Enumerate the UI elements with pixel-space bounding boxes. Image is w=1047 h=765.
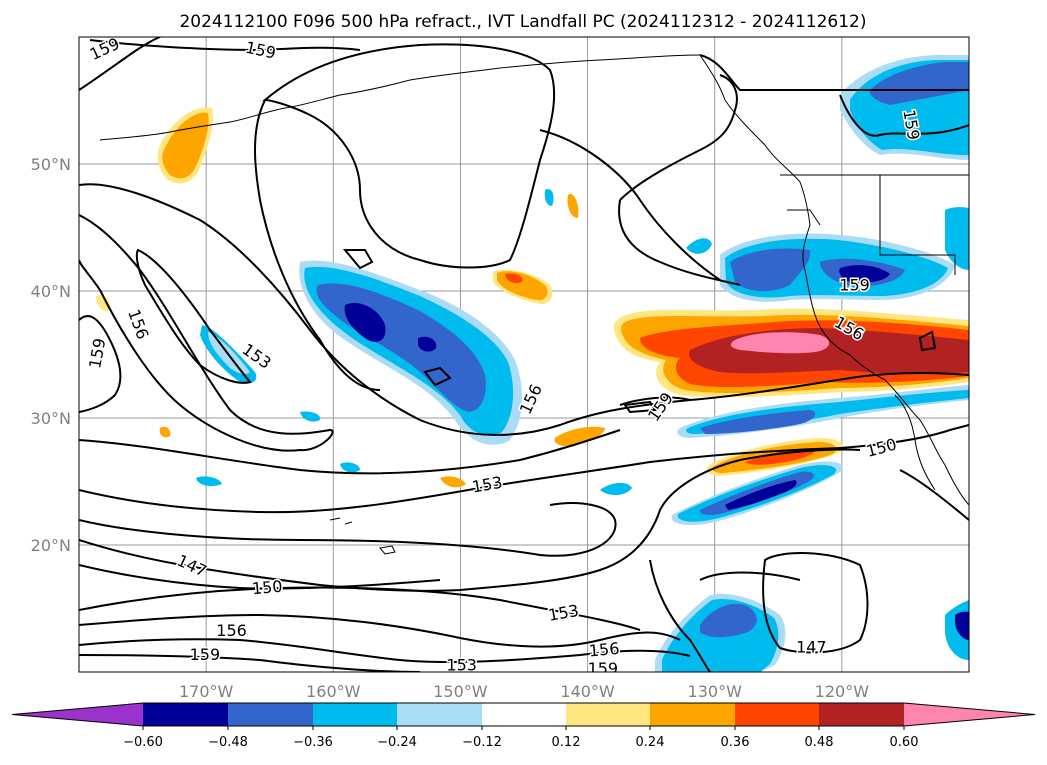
colorbar-segment (228, 703, 313, 726)
coastlines (99, 54, 969, 555)
contour-label-text: 153 (446, 655, 477, 674)
contour-label-text: 147 (796, 638, 827, 657)
lat-tick-label: 40°N (31, 282, 71, 301)
lat-tick-label: 20°N (31, 536, 71, 555)
colorbar-segment (313, 703, 397, 726)
landfall-positive-shading (613, 308, 969, 398)
contour-label: 156 (215, 620, 249, 642)
map-frame (78, 36, 970, 673)
colorbar-segment (482, 703, 566, 726)
lat-tick-label: 50°N (31, 155, 71, 174)
contour-label-text: 156 (216, 621, 247, 640)
colorbar-tick-label: −0.60 (123, 735, 163, 750)
colorbar-segment (650, 703, 735, 726)
lon-tick-label: 130°W (688, 682, 743, 701)
contour-label: 156 (587, 637, 622, 662)
contour-label: 150 (250, 575, 285, 600)
contour-label-text: 150 (251, 577, 283, 599)
contour-label-text: 159 (839, 276, 870, 295)
colorbar-segment (143, 703, 228, 726)
colorbar-tick-label: 0.12 (552, 735, 581, 750)
contour-label: 153 (445, 654, 479, 674)
contour-label: 153 (545, 599, 581, 626)
lon-tick-label: 120°W (815, 682, 870, 701)
contour-label-text: 159 (588, 659, 619, 678)
lon-tick-label: 140°W (560, 682, 615, 701)
contour-label: 159 (188, 644, 222, 666)
colorbar-tick-label: −0.48 (208, 735, 248, 750)
colorbar-segment (397, 703, 482, 726)
colorbar-tick-label: 0.60 (890, 735, 919, 750)
map-title: 2024112100 F096 500 hPa refract., IVT La… (179, 12, 866, 32)
colorbar: −0.60 −0.48 −0.36 −0.24 −0.12 0.12 0.24 0.36 0.4… (11, 702, 1036, 750)
colorbar-tick-label: −0.36 (293, 735, 333, 750)
contour-lines (79, 37, 969, 672)
latitude-labels: 20°N 30°N 40°N 50°N (31, 155, 71, 555)
lon-tick-label: 150°W (433, 682, 488, 701)
colorbar-tick-label: 0.48 (805, 735, 834, 750)
colorbar-tick-label: 0.36 (721, 735, 750, 750)
contour-label-text: 153 (547, 601, 580, 625)
lon-tick-label: 160°W (306, 682, 361, 701)
colorbar-extend-high (904, 703, 1035, 726)
contour-label-text: 156 (588, 639, 620, 661)
shaded-fields (96, 55, 969, 672)
contour-label: 147 (795, 636, 829, 658)
contour-label-text: 159 (190, 645, 221, 664)
colorbar-segment (819, 703, 904, 726)
lat-tick-label: 30°N (31, 409, 71, 428)
colorbar-tick-label: 0.24 (636, 735, 665, 750)
colorbar-tick-label: −0.24 (377, 735, 417, 750)
colorbar-extend-low (12, 703, 143, 726)
colorbar-segment (566, 703, 650, 726)
contour-label: 159 (838, 274, 872, 296)
contour-label: 159 (586, 658, 620, 678)
longitude-labels: 170°W 160°W 150°W 140°W 130°W 120°W (179, 682, 869, 701)
colorbar-segment (735, 703, 819, 726)
central-negative-shading (299, 260, 522, 445)
colorbar-tick-label: −0.12 (462, 735, 502, 750)
lon-tick-label: 170°W (179, 682, 234, 701)
